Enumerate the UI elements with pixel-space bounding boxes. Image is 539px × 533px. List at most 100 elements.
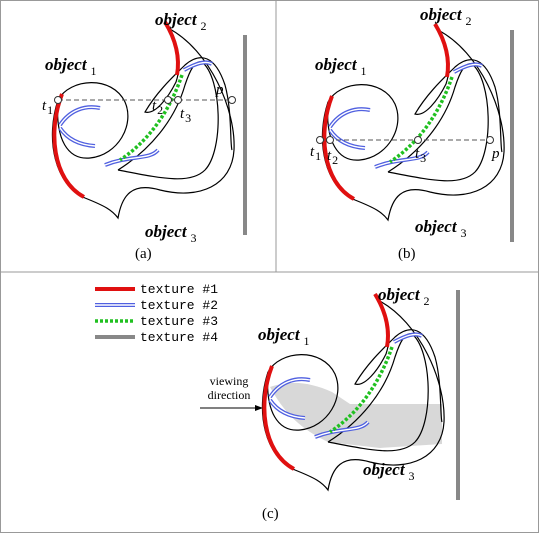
annotation: direction (208, 388, 251, 402)
texture-2-inner (269, 378, 311, 398)
legend-label: texture #3 (140, 314, 218, 329)
object-index: 1 (304, 334, 310, 348)
object-name: object (145, 222, 188, 241)
texture-3 (329, 346, 394, 434)
point-label: t1 (42, 98, 53, 117)
texture-1 (262, 365, 296, 471)
texture-1 (163, 20, 180, 76)
object-index: 3 (409, 469, 415, 483)
texture-2 (328, 128, 366, 150)
texture-2-inner (269, 399, 306, 419)
shadow (270, 382, 442, 448)
object-name: object (363, 460, 406, 479)
object-outline (266, 354, 339, 431)
point-label: p (491, 146, 500, 162)
object-index: 1 (361, 64, 367, 78)
point-name: t (310, 144, 315, 160)
texture-2-inner (329, 129, 366, 149)
point-name: t (415, 146, 420, 162)
intersection-point (164, 96, 172, 104)
point-name: t (152, 98, 157, 114)
texture-1 (373, 292, 390, 348)
objects (321, 22, 505, 222)
objects (261, 292, 445, 492)
legend-label: texture #4 (140, 330, 218, 345)
point-index: 1 (315, 149, 321, 163)
intersection-point (414, 136, 422, 144)
object-label: object 2 (420, 5, 472, 28)
intersection-point (54, 96, 62, 104)
object-name: object (420, 5, 463, 24)
intersection-point (174, 96, 182, 104)
object-index: 3 (461, 226, 467, 240)
legend-label: texture #1 (140, 282, 218, 297)
object-name: object (315, 55, 358, 74)
object-label: object 3 (363, 460, 415, 483)
point-index: 2 (157, 103, 163, 117)
point-label: t2 (327, 148, 338, 167)
point-name: t (327, 148, 332, 164)
texture-3 (389, 76, 454, 164)
point-name: t (180, 106, 185, 122)
intersection-point (486, 136, 494, 144)
annotation: viewing (210, 374, 249, 388)
point-name: t (42, 98, 47, 114)
panel-label: (a) (135, 246, 152, 262)
object-name: object (155, 10, 198, 29)
panel-label: (c) (262, 506, 279, 522)
point-index: 1 (47, 103, 53, 117)
point-label: t3 (180, 106, 191, 125)
texture-2 (58, 105, 101, 127)
texture-2-inner (374, 151, 429, 168)
intersection-point (316, 136, 324, 144)
texture-2 (58, 126, 96, 148)
texture-2-inner (59, 127, 96, 147)
object-outline (117, 61, 219, 180)
texture-1 (433, 22, 450, 78)
panel-label: (b) (398, 246, 416, 262)
texture-2-inner (314, 421, 369, 438)
texture-2-inner (453, 63, 483, 73)
object-outline (326, 84, 399, 161)
texture-2-inner (393, 333, 423, 343)
point-name: p (215, 82, 224, 98)
point-label: t3 (415, 146, 426, 165)
texture-2 (328, 107, 371, 129)
object-index: 2 (201, 19, 207, 33)
point-label: t2 (152, 98, 163, 117)
object-outline (56, 82, 129, 159)
object-label: object 2 (378, 285, 430, 308)
point-index: 2 (332, 153, 338, 167)
object-label: object 1 (45, 55, 97, 78)
texture-1 (52, 93, 86, 199)
object-label: object 1 (315, 55, 367, 78)
point-index: 3 (420, 151, 426, 165)
object-index: 1 (91, 64, 97, 78)
point-name: p (491, 146, 500, 162)
texture-2-inner (329, 108, 371, 128)
texture-2-inner (59, 106, 101, 126)
texture-2-inner (183, 61, 213, 71)
object-label: object 2 (155, 10, 207, 33)
point-index: 3 (185, 111, 191, 125)
object-index: 3 (191, 231, 197, 245)
legend-label: texture #2 (140, 298, 218, 313)
object-name: object (258, 325, 301, 344)
object-label: object 1 (258, 325, 310, 348)
object-index: 2 (466, 14, 472, 28)
texture-3 (119, 74, 184, 162)
object-label: object 3 (415, 217, 467, 240)
objects (51, 20, 235, 220)
point-label: t1 (310, 144, 321, 163)
object-name: object (378, 285, 421, 304)
texture-2-inner (104, 149, 159, 166)
object-index: 2 (424, 294, 430, 308)
object-name: object (415, 217, 458, 236)
object-label: object 3 (145, 222, 197, 245)
texture-1 (322, 95, 356, 201)
object-name: object (45, 55, 88, 74)
object-outline (387, 63, 489, 182)
intersection-point (228, 96, 236, 104)
intersection-point (326, 136, 334, 144)
